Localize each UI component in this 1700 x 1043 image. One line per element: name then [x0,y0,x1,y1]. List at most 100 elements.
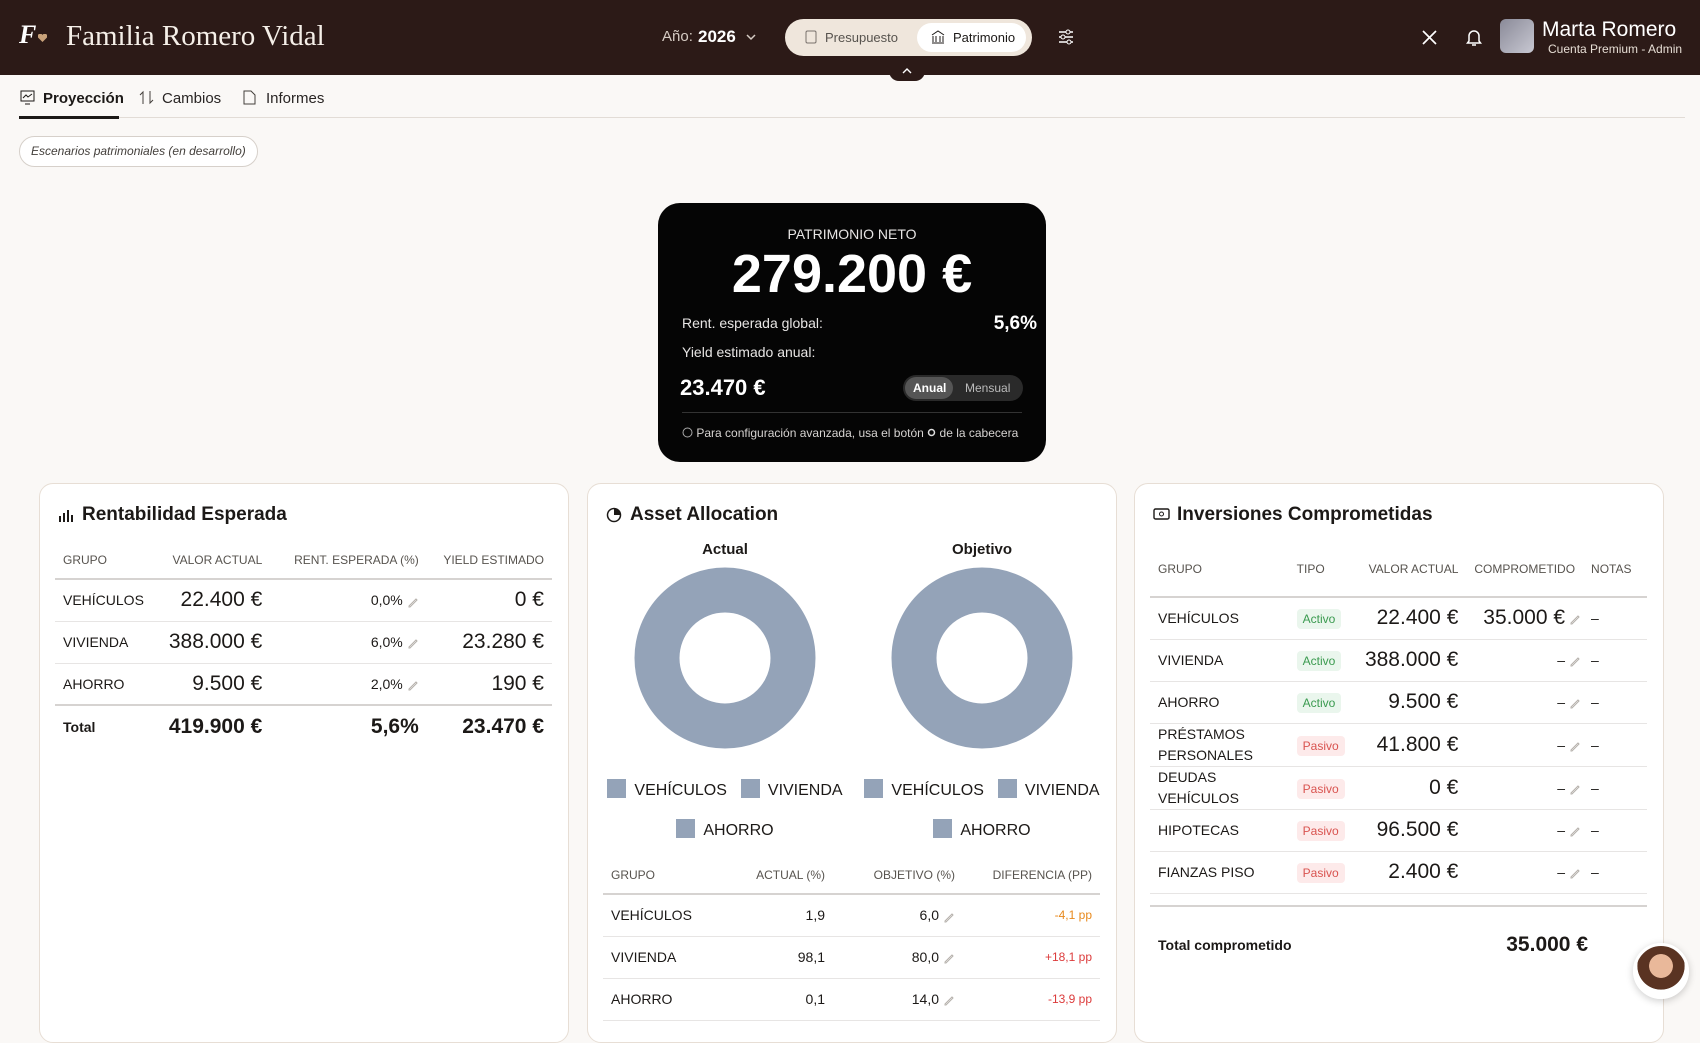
edit-icon[interactable] [1569,697,1581,709]
chart-label: Objetivo [951,541,1012,558]
table-cell: – [1466,766,1584,810]
table-cell: 6,0% [270,621,427,664]
total-cell: 5,6% [270,705,426,747]
assistant-avatar[interactable] [1633,943,1689,999]
nav-tab[interactable]: Cambios [162,90,222,107]
legend-swatch [676,819,696,838]
edit-icon[interactable] [1569,867,1581,879]
table-cell: +18,1 pp [963,936,1100,979]
type-badge: Activo [1296,609,1342,630]
column-header: TIPO [1288,541,1357,598]
table-cell: VIVIENDA [55,621,157,664]
cell-text: 388.000 € [168,630,263,653]
edit-icon[interactable] [1569,655,1581,667]
cell-text: – [1591,822,1599,838]
edit-icon[interactable] [1569,825,1581,837]
edit-icon[interactable] [407,596,419,608]
nav-divider [19,117,1685,118]
table-cell: Pasivo [1288,723,1357,767]
cell-text: VEHÍCULOS [1158,609,1239,626]
chart-label: Actual [702,541,748,558]
gear-icon [927,428,936,437]
user-avatar[interactable] [1500,19,1534,53]
type-badge: Activo [1296,651,1342,671]
cell-text: 98,1 [797,949,825,965]
settings-button[interactable] [1057,28,1075,46]
donut-chart [634,567,816,749]
cell-text: – [1557,652,1566,668]
edit-icon[interactable] [943,911,955,923]
mode-tab[interactable]: Presupuesto [825,30,898,45]
table-cell: 190 € [426,663,552,706]
cell-text: AHORRO [63,675,125,692]
cell-text: 0,0% [370,592,403,609]
edit-icon[interactable] [1569,783,1581,795]
cell-text: – [1591,610,1599,627]
nav-tab[interactable]: Informes [266,90,325,107]
edit-icon[interactable] [1569,740,1581,752]
cell-text: 96.500 € [1376,818,1459,841]
mode-tab[interactable]: Patrimonio [953,30,1016,45]
edit-icon-shape [408,597,418,608]
notifications-button[interactable] [1465,28,1483,47]
cell-text: AHORRO [611,991,673,1007]
period-option[interactable]: Anual [913,381,947,395]
icon [931,30,945,44]
yield-label: Yield estimado anual: [682,344,816,360]
type-badge: Pasivo [1296,735,1345,756]
legend-text: VEHÍCULOS [891,782,984,799]
edit-icon[interactable] [943,952,955,964]
edit-icon[interactable] [407,679,419,691]
table-row: VIVIENDA 388.000 € 6,0% 23.280 € [55,621,552,664]
table-row: DEUDAS VEHÍCULOS Pasivo 0 € – – [1150,766,1647,810]
legend-text: VIVIENDA [1024,782,1100,799]
column-header: VALOR ACTUAL [156,541,271,580]
total-row: Total 419.900 € 5,6% 23.470 € [55,705,552,747]
table-row: VIVIENDA 98,1 80,0 +18,1 pp [603,936,1100,979]
edit-icon[interactable] [1569,613,1581,625]
table-cell: AHORRO [1150,681,1289,724]
icon [805,30,817,44]
cell-text: 22.400 € [180,588,263,612]
scenario-chip[interactable]: Escenarios patrimoniales (en desarrollo) [19,136,258,167]
edit-icon[interactable] [407,637,419,649]
total-divider [1150,905,1647,907]
table-cell: Pasivo [1288,809,1357,852]
legend: VEHÍCULOS VIVIENDA AHORRO [852,771,1112,851]
nav-tab[interactable]: Proyección [43,90,124,107]
table-cell: HIPOTECAS [1150,809,1289,852]
table-cell: – [1466,809,1584,852]
table-cell: 80,0 [833,936,963,979]
type-badge: Pasivo [1296,778,1345,799]
header: F Familia Romero Vidal Año: 2026 Presupu… [0,0,1700,75]
edit-icon[interactable] [943,994,955,1006]
cell-text: +18,1 pp [1044,950,1092,964]
collapse-button[interactable] [889,63,925,81]
table-row: AHORRO 9.500 € 2,0% 190 € [55,663,552,706]
table-cell: 0,1 [723,978,833,1021]
brand-logo[interactable]: F [19,20,37,49]
cell-text: VIVIENDA [1158,651,1224,668]
table-header-row: GRUPO ACTUAL (%) OBJETIVO (%) DIFERENCIA (P… [603,856,1100,895]
period-option[interactable]: Mensual [965,381,1011,395]
table-cell: 388.000 € [1356,639,1467,682]
card-divider [682,412,1022,413]
legend-swatch [864,779,884,798]
table-cell: -4,1 pp [963,894,1100,937]
table-cell: VEHÍCULOS [603,894,723,937]
cell-text: HIPOTECAS [1158,821,1239,838]
tools-button[interactable] [1420,28,1439,47]
cell-text: – [1591,694,1599,710]
table-cell: VEHÍCULOS [1150,597,1289,640]
legend-item: VEHÍCULOS [864,771,984,811]
table-cell: 388.000 € [156,621,271,664]
legend-item: VEHÍCULOS [607,771,727,811]
legend-text: VEHÍCULOS [634,782,727,799]
donut-chart [891,567,1073,749]
table-cell: – [1466,639,1584,682]
cell-text: VEHÍCULOS [63,592,144,609]
cell-text: 23.280 € [462,630,544,653]
total-cell: Total [55,705,156,747]
legend-item: AHORRO [676,811,774,851]
year-select[interactable]: 2026 [698,27,736,46]
